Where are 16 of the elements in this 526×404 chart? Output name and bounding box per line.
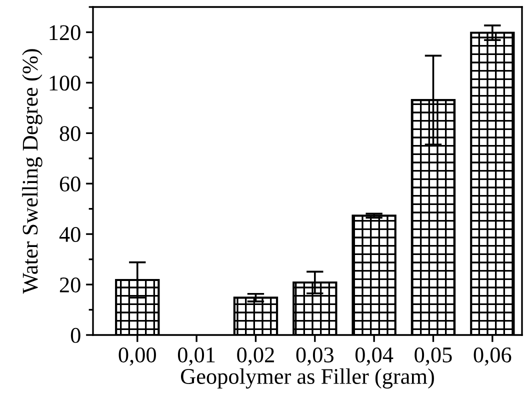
y-tick-label: 0	[70, 328, 80, 343]
x-axis-title: Geopolymer as Filler (gram)	[180, 368, 434, 389]
x-tick-label: 0,00	[118, 347, 156, 366]
y-tick-label: 100	[50, 76, 80, 91]
x-tick-label: 0,05	[414, 347, 452, 366]
y-tick-label: 80	[60, 126, 80, 142]
x-tick-label: 0,02	[237, 347, 274, 366]
y-tick-label: 40	[59, 227, 80, 242]
x-tick-label: 0,04	[355, 347, 394, 366]
x-tick-label: 0,06	[474, 347, 512, 366]
x-tick-label: 0,01	[178, 347, 215, 366]
y-tick-label: 20	[60, 277, 80, 292]
y-tick-label: 60	[60, 176, 80, 192]
y-tick-label: 120	[50, 25, 80, 40]
x-tick-label: 0,03	[296, 347, 334, 366]
y-axis-title: Water Swelling Degree (%)	[22, 49, 42, 294]
